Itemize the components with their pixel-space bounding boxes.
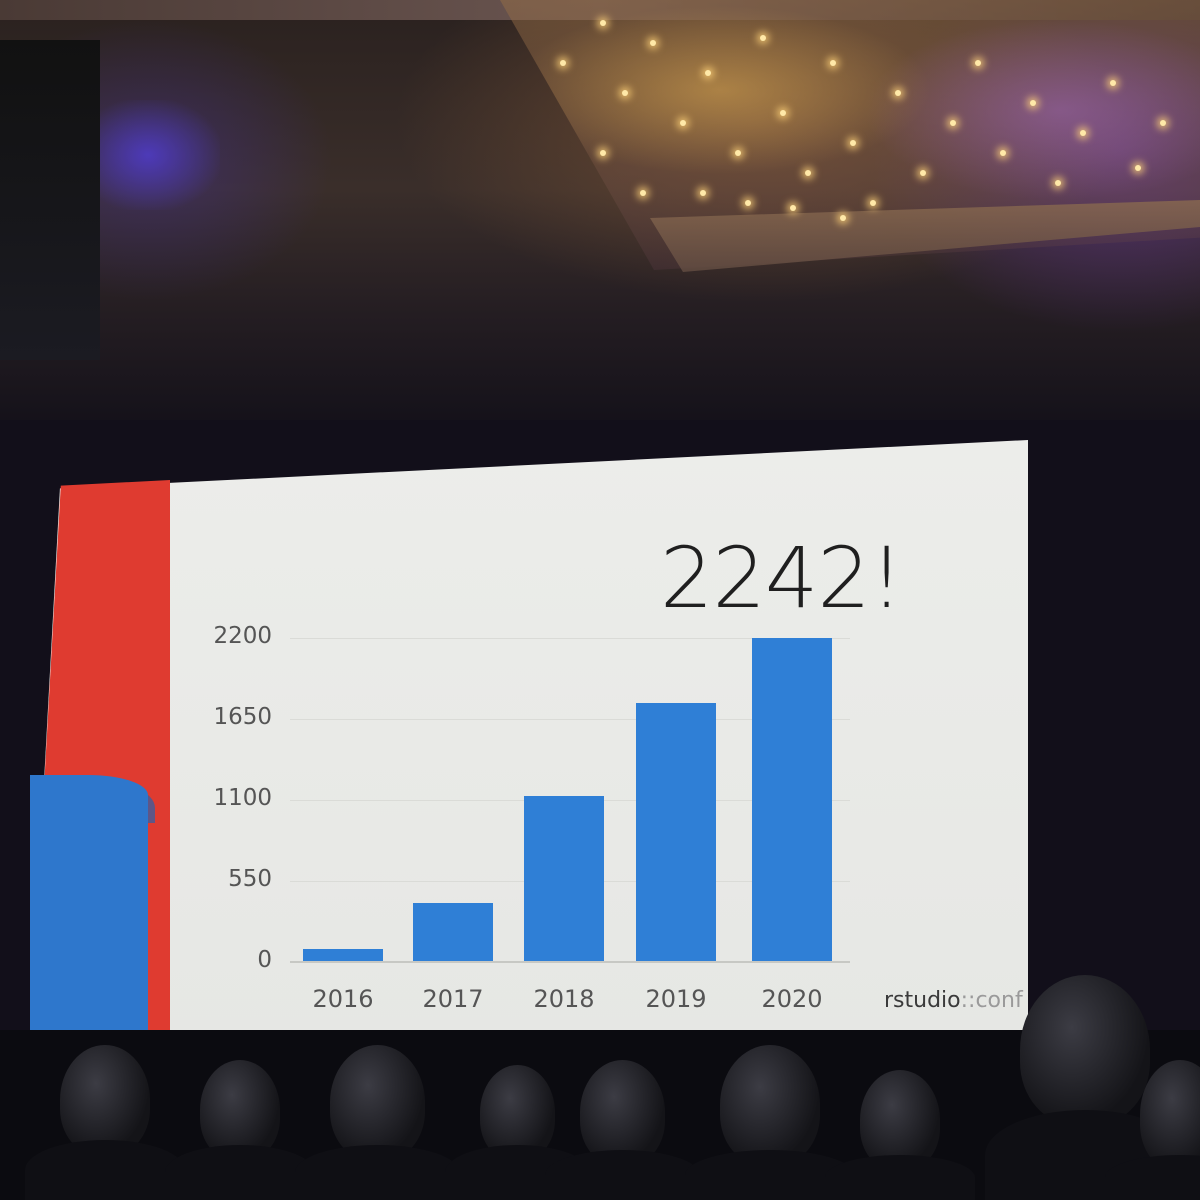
chandelier-light — [805, 170, 811, 176]
audience-head — [200, 1060, 280, 1160]
audience-head — [1140, 1060, 1200, 1170]
bar-2017 — [413, 903, 493, 962]
chandelier-light — [760, 35, 766, 41]
chandelier-light — [1030, 100, 1036, 106]
chandelier-light — [920, 170, 926, 176]
x-tick-label: 2018 — [533, 985, 595, 1013]
chandelier-light — [830, 60, 836, 66]
audience-head — [720, 1045, 820, 1165]
logo-suffix: conf — [975, 988, 1023, 1013]
y-tick-label: 2200 — [213, 623, 272, 649]
audience-shoulders — [295, 1145, 460, 1200]
chandelier-light — [895, 90, 901, 96]
chandelier-light — [622, 90, 628, 96]
x-tick-label: 2017 — [422, 985, 484, 1013]
audience-shoulders — [1105, 1155, 1200, 1200]
chandelier-light — [1000, 150, 1006, 156]
bar-2020 — [752, 638, 832, 962]
chandelier-light — [600, 20, 606, 26]
chandelier-light — [790, 205, 796, 211]
audience-head — [860, 1070, 940, 1170]
headline-number: 2242! — [660, 529, 903, 627]
y-tick-label: 0 — [257, 947, 272, 973]
bar-2019 — [636, 702, 716, 962]
audience-head — [480, 1065, 555, 1160]
chandelier-light — [1080, 130, 1086, 136]
chandelier-light — [680, 120, 686, 126]
chandelier-light — [840, 215, 846, 221]
chandelier-light — [1110, 80, 1116, 86]
audience-head — [1020, 975, 1150, 1125]
audience-shoulders — [545, 1150, 700, 1200]
grid-line — [290, 638, 850, 639]
chandelier-light — [650, 40, 656, 46]
audience-head — [330, 1045, 425, 1160]
logo-main: rstudio — [884, 988, 961, 1013]
speaker-cabinet — [0, 40, 100, 360]
x-tick-label: 2019 — [645, 985, 707, 1013]
audience-shoulders — [165, 1145, 315, 1200]
chandelier-light — [975, 60, 981, 66]
y-tick-label: 1100 — [213, 785, 272, 811]
chandelier-light — [745, 200, 751, 206]
bar-2018 — [524, 795, 604, 962]
chandelier-light — [850, 140, 856, 146]
chandelier-light — [870, 200, 876, 206]
chandelier-light — [1160, 120, 1166, 126]
chandelier-light — [560, 60, 566, 66]
bar-2016 — [303, 948, 383, 962]
chandelier-light — [1135, 165, 1141, 171]
grid-line — [290, 719, 850, 720]
slide-blue-panel — [30, 775, 148, 1035]
y-tick-label: 550 — [228, 866, 272, 892]
audience-shoulders — [25, 1140, 185, 1200]
x-tick-label: 2016 — [312, 985, 374, 1013]
y-tick-label: 1650 — [213, 704, 272, 730]
rstudio-conf-logo: rstudio::conf — [884, 988, 1023, 1013]
chandelier-light — [700, 190, 706, 196]
audience-shoulders — [825, 1155, 975, 1200]
blue-uplight — [100, 100, 220, 210]
x-tick-label: 2020 — [761, 985, 823, 1013]
chandelier-light — [735, 150, 741, 156]
chandelier-light — [600, 150, 606, 156]
chandelier-light — [640, 190, 646, 196]
chandelier-light — [950, 120, 956, 126]
chart-baseline — [290, 961, 850, 963]
audience-head — [580, 1060, 665, 1165]
logo-separator: :: — [960, 988, 976, 1013]
chandelier-light — [1055, 180, 1061, 186]
chandelier-light — [780, 110, 786, 116]
chandelier-light — [705, 70, 711, 76]
audience-head — [60, 1045, 150, 1155]
